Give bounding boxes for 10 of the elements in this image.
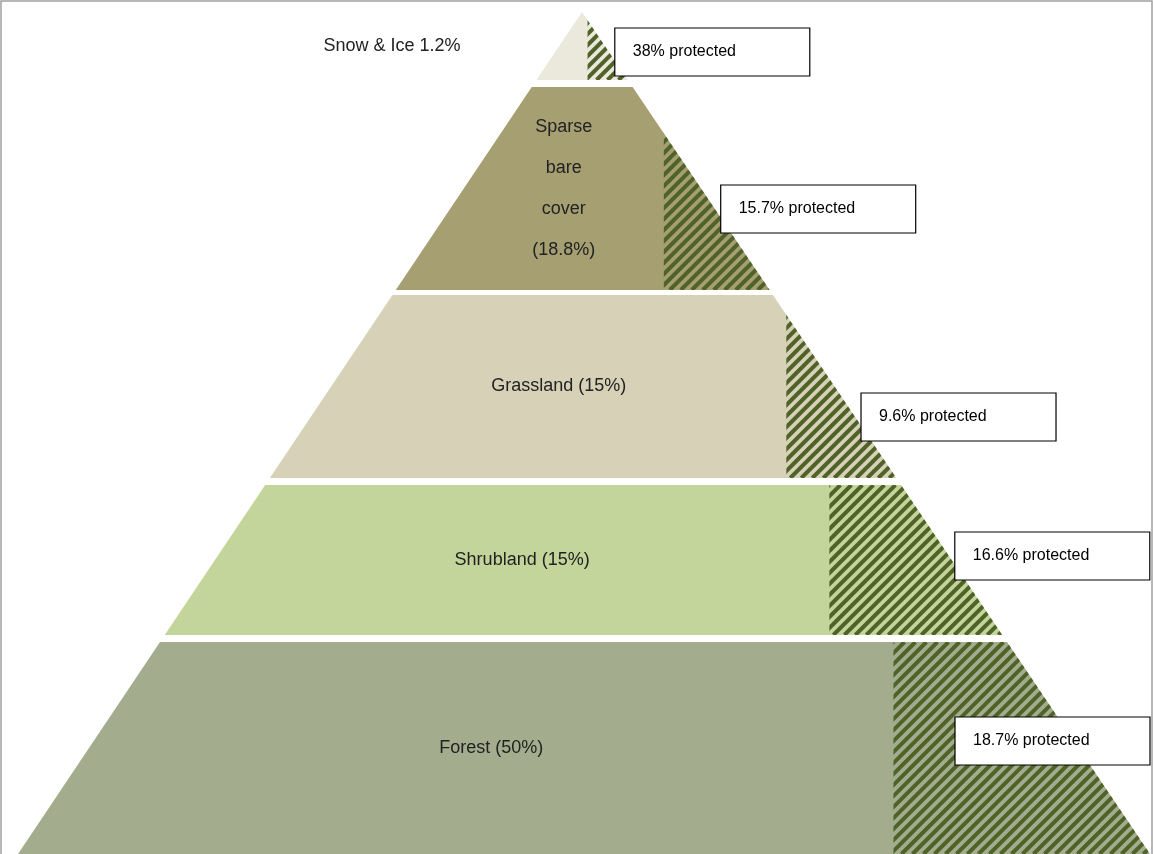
category-label: Snow & Ice 1.2% [323, 34, 461, 55]
data-label: 15.7% protected [738, 199, 856, 217]
data-label: 9.6% protected [879, 407, 987, 425]
category-label: Shrubland (15%) [454, 548, 590, 569]
category-label: Sparse bare cover (18.8%) [532, 115, 596, 259]
data-label: 18.7% protected [973, 731, 1090, 749]
category-label: Grassland (15%) [491, 375, 627, 396]
data-label: 16.6% protected [972, 546, 1090, 564]
data-label: 38% protected [632, 42, 736, 60]
category-label: Forest (50%) [439, 736, 544, 757]
